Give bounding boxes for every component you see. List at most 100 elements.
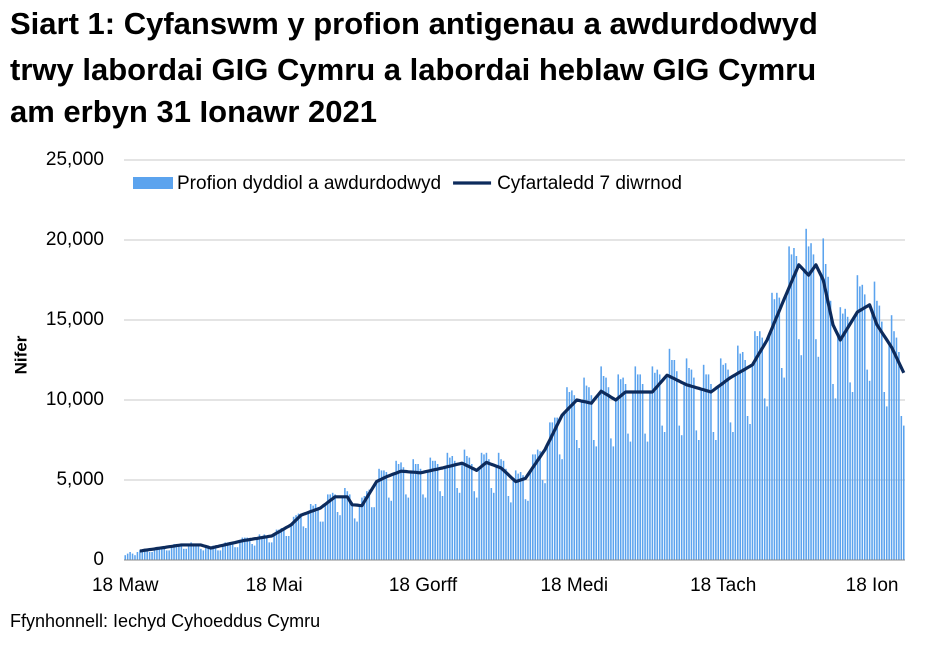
bar — [146, 548, 148, 560]
bar — [478, 468, 480, 560]
y-tick-label: 20,000 — [46, 229, 104, 250]
x-tick-label: 18 Tach — [690, 575, 756, 596]
bar — [566, 387, 568, 560]
bar — [783, 377, 785, 560]
bar — [544, 483, 546, 560]
bar — [827, 276, 829, 560]
bar — [729, 422, 732, 560]
bar — [168, 550, 170, 560]
bar — [483, 454, 485, 560]
x-tick-label: 18 Ion — [846, 575, 899, 596]
bar — [217, 550, 219, 560]
bar — [685, 358, 688, 560]
bar — [602, 376, 605, 560]
bar — [693, 377, 695, 560]
bar — [134, 555, 136, 560]
bar — [346, 491, 349, 560]
bar — [607, 387, 610, 560]
bar — [771, 292, 773, 560]
bar — [290, 524, 292, 560]
bar — [568, 392, 571, 560]
bar — [663, 432, 666, 560]
bar — [676, 371, 678, 560]
bar — [431, 460, 434, 560]
bar — [585, 385, 588, 560]
bar — [898, 352, 900, 560]
bar — [649, 392, 651, 560]
bar — [639, 374, 641, 560]
bar — [778, 297, 781, 560]
bar — [273, 534, 275, 560]
legend-label: Cyfartaledd 7 diwrnod — [497, 173, 682, 194]
bar — [680, 435, 683, 560]
bar — [629, 441, 632, 560]
bar — [656, 369, 659, 560]
bar — [710, 384, 712, 560]
bar — [302, 526, 305, 560]
x-tick-label: 18 Gorff — [389, 575, 458, 596]
bar — [197, 544, 200, 560]
bar — [617, 374, 620, 560]
bar — [375, 481, 378, 560]
bar — [192, 544, 195, 560]
bar — [810, 243, 812, 560]
bar — [580, 401, 583, 560]
bar — [500, 459, 502, 560]
bar — [200, 548, 202, 560]
bar — [553, 417, 556, 560]
bar — [846, 316, 849, 560]
bar — [661, 425, 663, 560]
bar — [358, 505, 361, 560]
bar — [283, 528, 285, 560]
bar — [158, 547, 161, 560]
bar — [834, 398, 837, 560]
bar — [353, 518, 356, 560]
bar — [627, 433, 629, 560]
bar — [458, 492, 461, 560]
bar — [795, 256, 798, 560]
bar — [488, 459, 490, 560]
bar — [546, 444, 549, 560]
bar — [285, 536, 288, 560]
bar — [702, 364, 705, 560]
bar — [449, 457, 451, 560]
bar — [734, 374, 737, 560]
bar — [510, 502, 512, 560]
bar — [131, 553, 134, 560]
y-axis-title: Nifer — [11, 335, 30, 374]
bar — [305, 528, 307, 560]
bar — [368, 489, 371, 560]
bar — [549, 422, 551, 560]
bar — [785, 292, 788, 560]
bar — [571, 390, 573, 560]
bar — [307, 512, 310, 560]
bar — [505, 468, 507, 560]
bar — [746, 416, 749, 560]
bar — [268, 542, 270, 560]
bar — [881, 321, 883, 560]
bar — [407, 497, 410, 560]
bar — [612, 446, 615, 560]
bar — [485, 452, 488, 560]
bar — [532, 454, 534, 560]
bar — [219, 550, 222, 560]
bar — [788, 246, 790, 560]
bar — [727, 369, 729, 560]
bar — [690, 369, 693, 560]
bar — [773, 299, 776, 560]
bar — [749, 424, 751, 560]
bar — [163, 547, 166, 560]
bar — [244, 537, 246, 560]
bar — [258, 534, 261, 560]
bar — [588, 387, 590, 560]
bar — [861, 284, 864, 560]
bar — [902, 425, 905, 560]
bar — [839, 307, 842, 560]
bar — [759, 331, 761, 560]
bar — [292, 516, 295, 560]
bar — [475, 497, 478, 560]
bar — [412, 459, 414, 560]
bar — [351, 502, 353, 560]
bar — [363, 496, 366, 560]
